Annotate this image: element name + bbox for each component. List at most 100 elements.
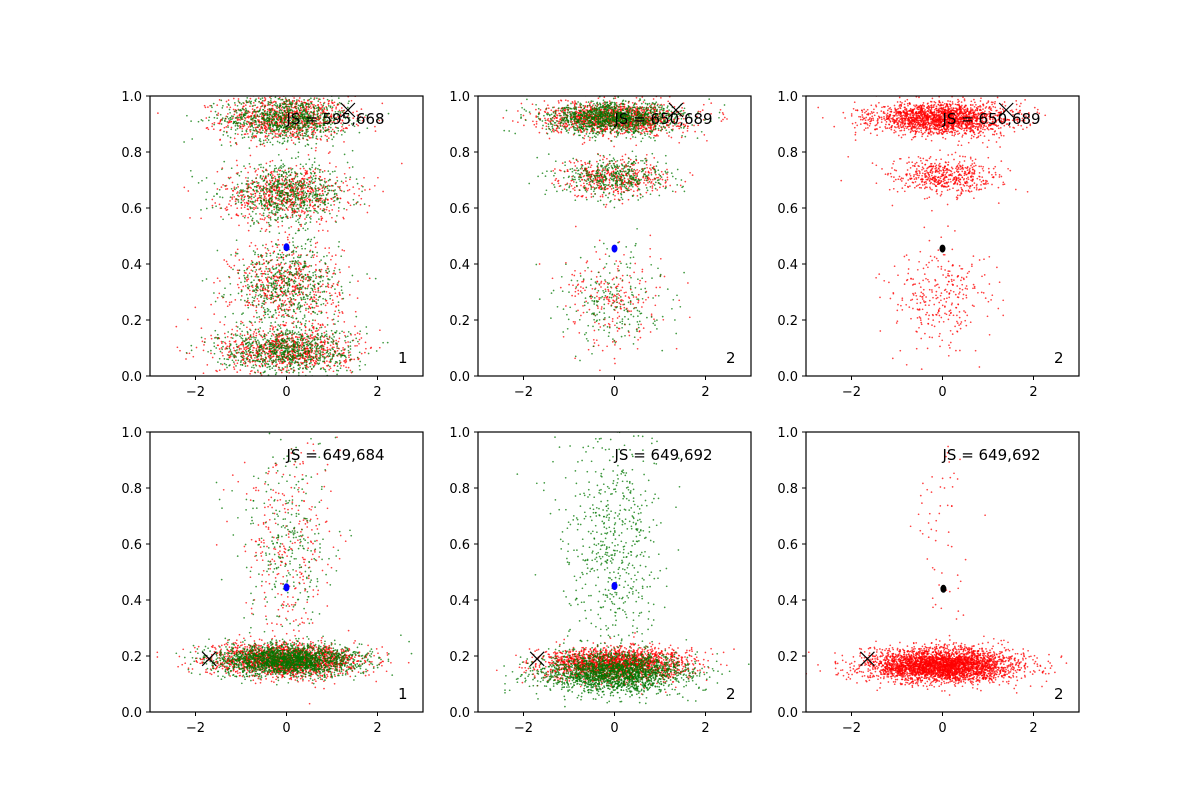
data-point bbox=[284, 123, 286, 126]
data-point bbox=[304, 104, 307, 106]
data-point bbox=[293, 208, 296, 211]
data-point bbox=[341, 119, 344, 122]
data-point bbox=[226, 335, 229, 338]
data-point bbox=[272, 170, 275, 173]
data-point bbox=[272, 297, 275, 300]
data-point bbox=[328, 122, 330, 124]
data-point bbox=[297, 214, 300, 217]
data-point bbox=[356, 110, 358, 113]
data-point bbox=[278, 277, 281, 279]
data-point bbox=[322, 194, 325, 196]
data-point bbox=[328, 185, 331, 187]
data-point bbox=[298, 184, 300, 187]
data-point bbox=[309, 307, 312, 309]
data-point bbox=[260, 318, 263, 320]
data-point bbox=[235, 359, 237, 362]
data-point bbox=[321, 200, 324, 202]
data-point bbox=[254, 200, 256, 203]
data-point bbox=[235, 111, 238, 114]
data-point bbox=[325, 194, 328, 196]
data-point bbox=[308, 209, 311, 212]
data-point bbox=[236, 362, 239, 365]
data-point bbox=[285, 135, 288, 137]
data-point bbox=[327, 102, 330, 105]
data-point bbox=[289, 174, 292, 177]
data-point bbox=[310, 97, 312, 100]
data-point bbox=[295, 184, 297, 186]
data-point bbox=[274, 309, 277, 311]
data-point bbox=[273, 268, 275, 270]
data-point bbox=[243, 274, 245, 277]
data-point bbox=[314, 319, 317, 322]
data-point bbox=[308, 206, 311, 209]
data-point bbox=[306, 197, 309, 200]
data-point bbox=[250, 193, 253, 196]
data-point bbox=[336, 284, 339, 286]
data-point bbox=[317, 291, 319, 293]
data-point bbox=[303, 123, 306, 126]
data-point bbox=[299, 126, 301, 129]
data-point bbox=[291, 211, 294, 214]
data-point bbox=[204, 337, 206, 340]
data-point bbox=[268, 104, 270, 106]
data-point bbox=[329, 151, 331, 153]
data-point bbox=[251, 284, 254, 287]
data-point bbox=[263, 199, 265, 202]
data-point bbox=[251, 112, 254, 115]
data-point bbox=[318, 218, 320, 220]
data-point bbox=[328, 162, 331, 164]
data-point bbox=[264, 195, 266, 198]
data-point bbox=[258, 164, 261, 166]
data-point bbox=[305, 216, 308, 218]
data-point bbox=[187, 318, 189, 321]
data-point bbox=[304, 265, 307, 268]
data-point bbox=[288, 111, 291, 114]
data-point bbox=[329, 126, 332, 129]
data-point bbox=[226, 116, 229, 118]
data-point bbox=[247, 180, 249, 182]
data-point bbox=[241, 182, 243, 185]
data-point bbox=[333, 104, 335, 107]
data-point bbox=[278, 232, 281, 235]
data-point bbox=[278, 294, 280, 297]
data-point bbox=[288, 100, 291, 103]
data-point bbox=[296, 134, 299, 137]
data-point bbox=[266, 204, 269, 207]
data-point bbox=[267, 203, 269, 206]
data-point bbox=[299, 199, 302, 202]
data-point bbox=[283, 140, 286, 143]
data-point bbox=[290, 301, 293, 303]
data-point bbox=[284, 312, 287, 315]
data-point bbox=[294, 182, 297, 184]
data-point bbox=[233, 102, 236, 104]
data-point bbox=[326, 123, 329, 125]
data-point bbox=[246, 208, 249, 210]
data-point bbox=[280, 256, 283, 258]
data-point bbox=[256, 297, 259, 300]
data-point bbox=[270, 322, 272, 324]
data-point bbox=[400, 162, 403, 165]
data-point bbox=[288, 227, 290, 229]
data-point bbox=[242, 189, 244, 191]
data-point bbox=[263, 309, 266, 311]
data-point bbox=[258, 333, 261, 336]
data-point bbox=[309, 276, 311, 278]
data-point bbox=[330, 294, 333, 297]
data-point bbox=[296, 284, 299, 287]
data-point bbox=[316, 313, 319, 316]
data-point bbox=[326, 346, 329, 349]
data-point bbox=[275, 264, 278, 266]
data-point bbox=[271, 184, 274, 187]
data-point bbox=[309, 185, 312, 188]
data-point bbox=[263, 99, 266, 102]
data-point bbox=[292, 252, 295, 255]
data-point bbox=[357, 280, 359, 282]
data-point bbox=[255, 309, 257, 312]
data-point bbox=[249, 130, 252, 133]
data-point bbox=[259, 113, 262, 115]
data-point bbox=[297, 138, 300, 140]
data-point bbox=[275, 311, 277, 314]
data-point bbox=[240, 170, 243, 173]
data-point bbox=[303, 116, 306, 119]
